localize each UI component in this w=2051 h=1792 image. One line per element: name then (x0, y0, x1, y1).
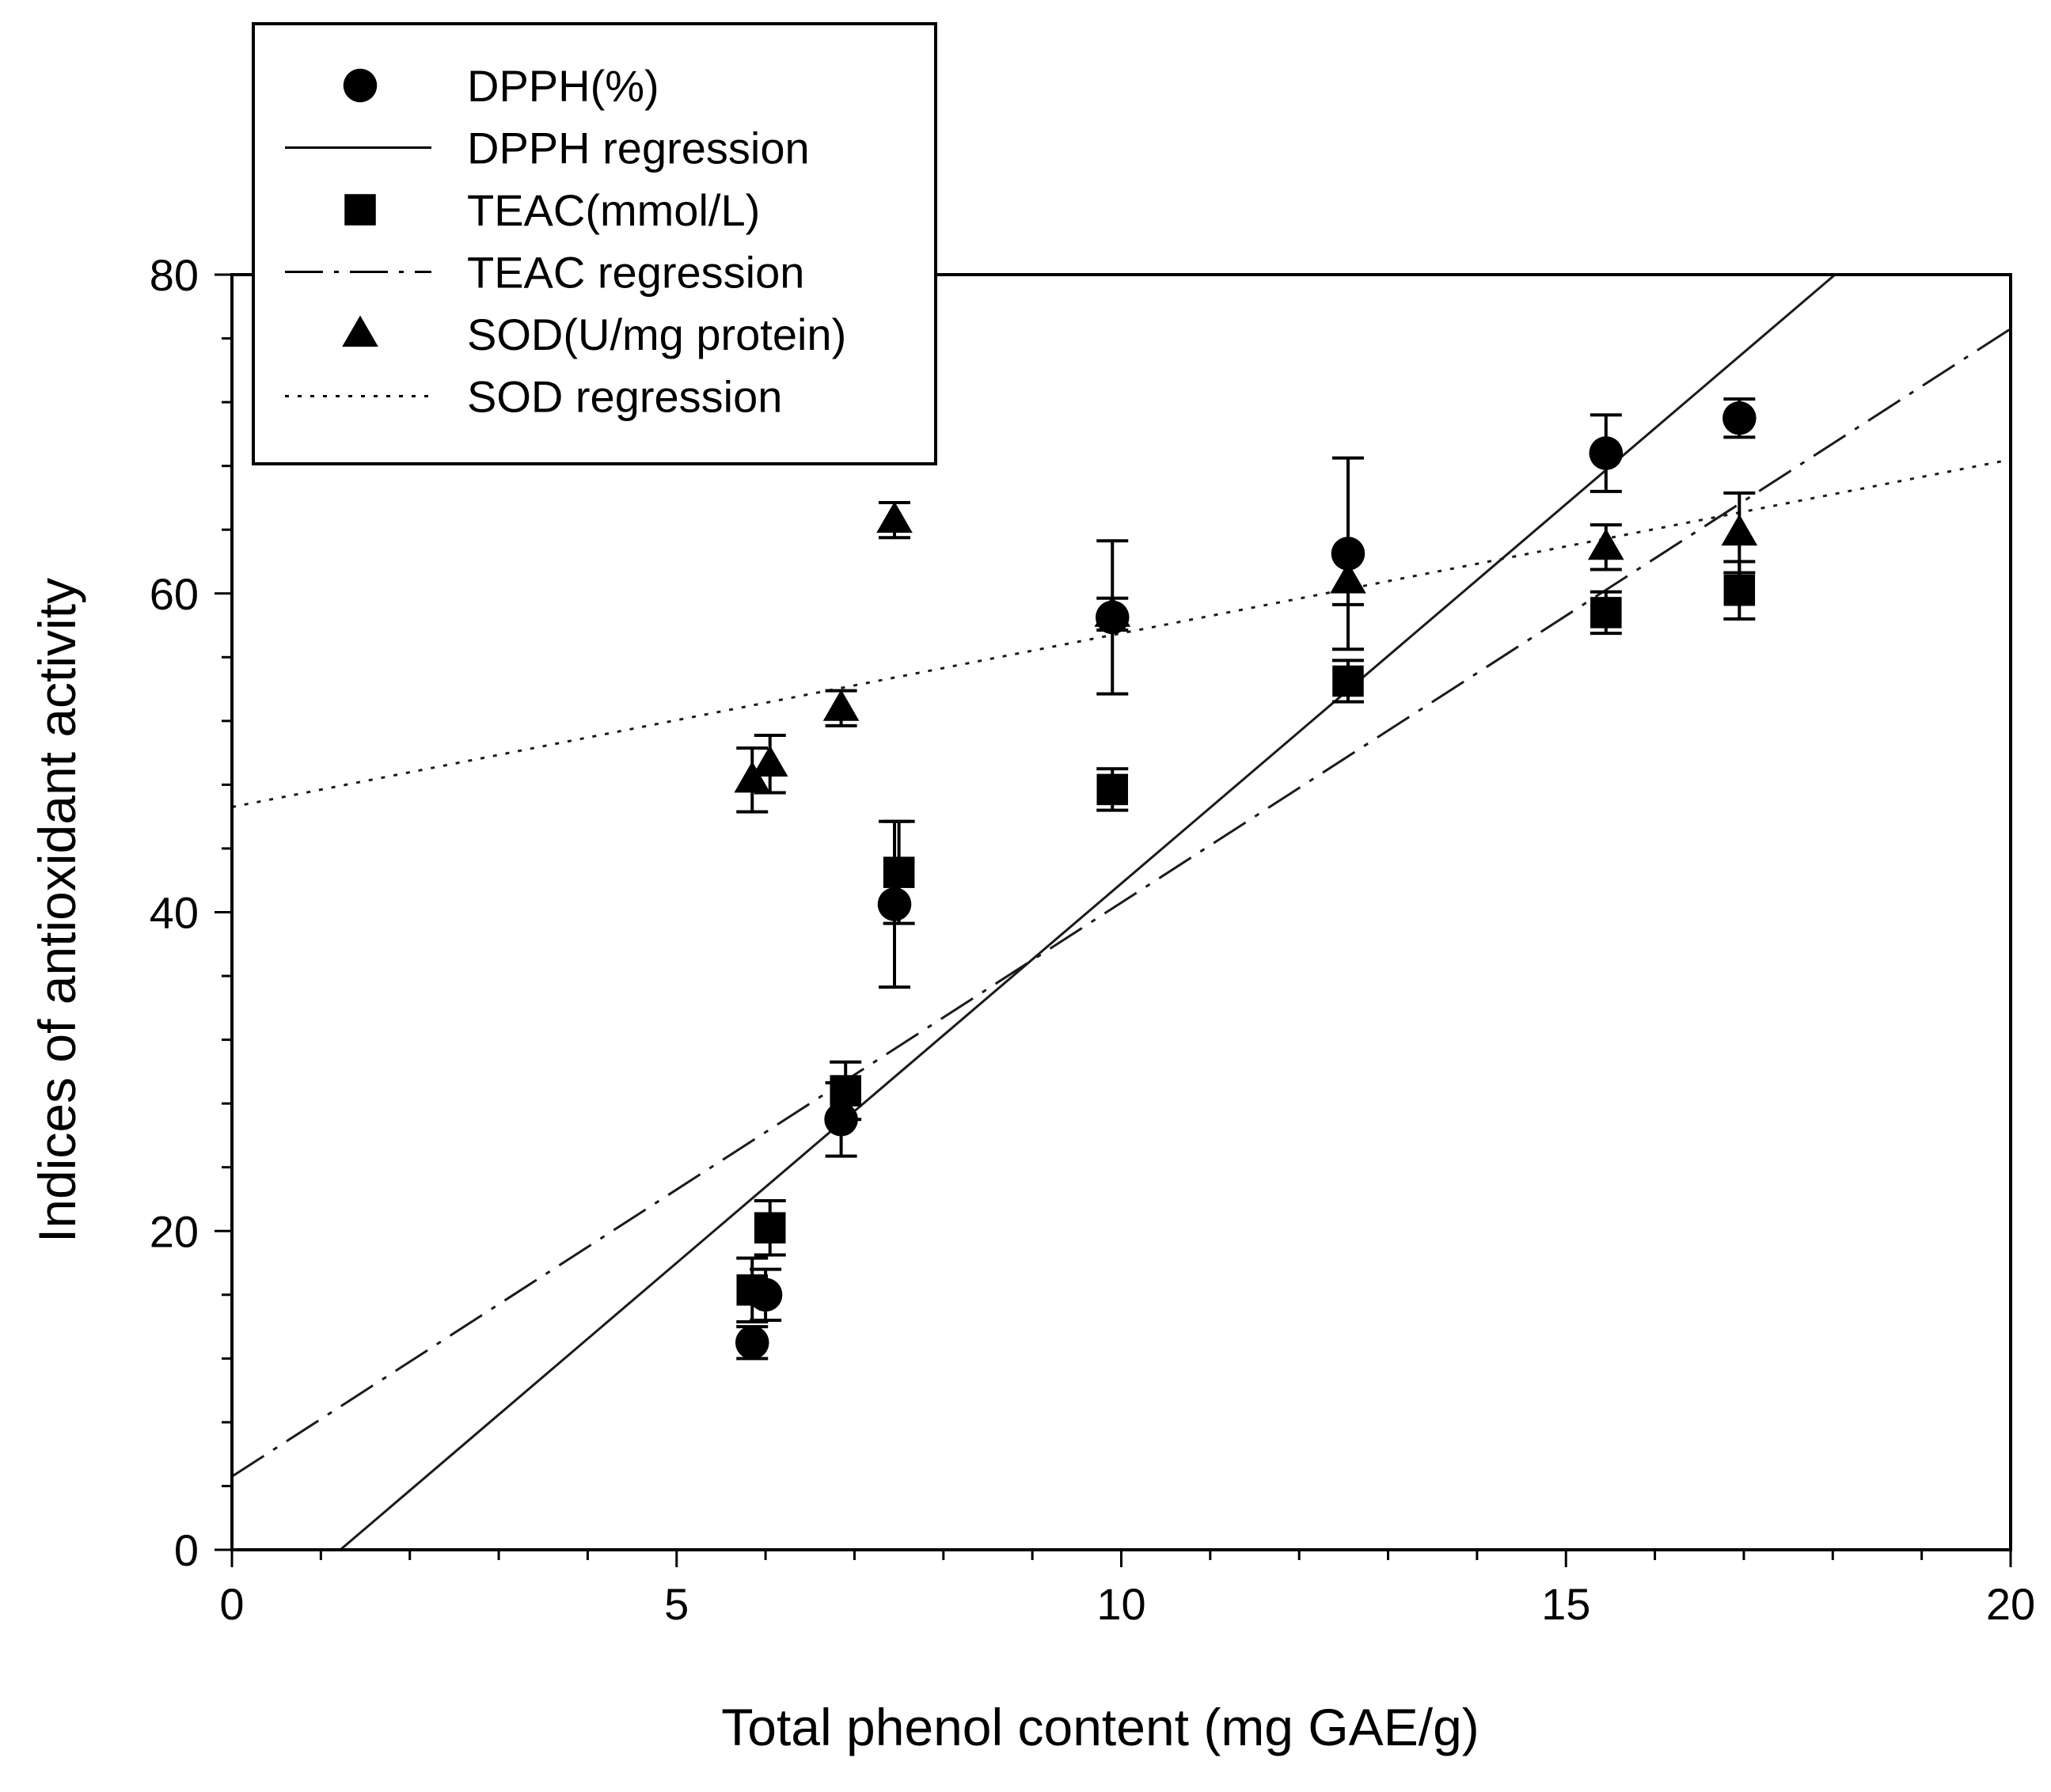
data-point-teac (1723, 574, 1756, 606)
data-point-sod (1721, 514, 1758, 546)
legend-label: SOD regression (467, 372, 782, 422)
legend-entry: TEAC(mmol/L) (344, 185, 760, 235)
legend-entry: DPPH regression (285, 123, 810, 173)
legend-label: TEAC regression (467, 248, 804, 298)
y-tick-label: 0 (174, 1525, 199, 1575)
legend-label: TEAC(mmol/L) (467, 185, 760, 235)
legend-label: DPPH regression (467, 123, 810, 173)
data-point-dpph (1722, 401, 1757, 435)
legend-label: SOD(U/mg protein) (467, 309, 846, 359)
data-point-teac (1096, 773, 1129, 806)
legend-entry: TEAC regression (285, 248, 804, 298)
data-point-sod (751, 745, 788, 777)
y-tick-label: 60 (150, 569, 199, 619)
data-point-teac (754, 1212, 786, 1243)
series-teac (736, 560, 1756, 1324)
x-tick-label: 10 (1096, 1579, 1145, 1629)
legend-circle-marker (343, 68, 378, 103)
regression-line-teac (232, 328, 2011, 1478)
data-point-sod (822, 689, 860, 721)
plot-area (232, 275, 2011, 1550)
data-point-dpph (1589, 436, 1624, 470)
regression-line-sod (232, 458, 2011, 809)
data-point-sod (876, 501, 913, 533)
data-point-teac (1590, 597, 1622, 628)
legend-entry: SOD regression (285, 372, 782, 422)
data-point-sod (734, 761, 771, 793)
data-point-dpph (1331, 537, 1365, 571)
regression-line-dpph (338, 275, 1837, 1550)
data-point-sod (1330, 562, 1366, 594)
y-tick-label: 20 (150, 1206, 199, 1256)
legend-triangle-marker (342, 315, 378, 347)
y-tick-label: 40 (150, 888, 199, 938)
x-tick-label: 0 (219, 1579, 244, 1629)
plot-frame (230, 273, 2012, 1551)
data-point-dpph (735, 1325, 769, 1360)
y-axis-title: Indices of antioxidant activity (28, 578, 86, 1243)
legend-entry: SOD(U/mg protein) (342, 309, 846, 359)
data-point-teac (830, 1075, 861, 1107)
legend-entry: DPPH(%) (343, 61, 659, 111)
x-axis-title: Total phenol content (mg GAE/g) (721, 1698, 1479, 1756)
data-point-sod (1588, 528, 1624, 560)
data-point-teac (736, 1274, 769, 1306)
data-point-teac (883, 856, 915, 888)
legend-square-marker (344, 194, 376, 226)
data-point-teac (1332, 665, 1364, 697)
legend: DPPH(%) DPPH regression TEAC(mmol/L) TEAC r… (252, 22, 937, 465)
x-tick-label: 20 (1986, 1579, 2035, 1629)
series-sod (734, 491, 1758, 814)
y-tick-label: 80 (150, 250, 199, 300)
data-point-sod (1094, 595, 1131, 627)
data-point-dpph (877, 887, 912, 921)
x-tick-label: 15 (1541, 1579, 1590, 1629)
legend-label: DPPH(%) (467, 61, 659, 111)
x-tick-label: 5 (664, 1579, 689, 1629)
axes: 0 5 10 15 20 0 20 40 60 80 (150, 250, 2035, 1629)
